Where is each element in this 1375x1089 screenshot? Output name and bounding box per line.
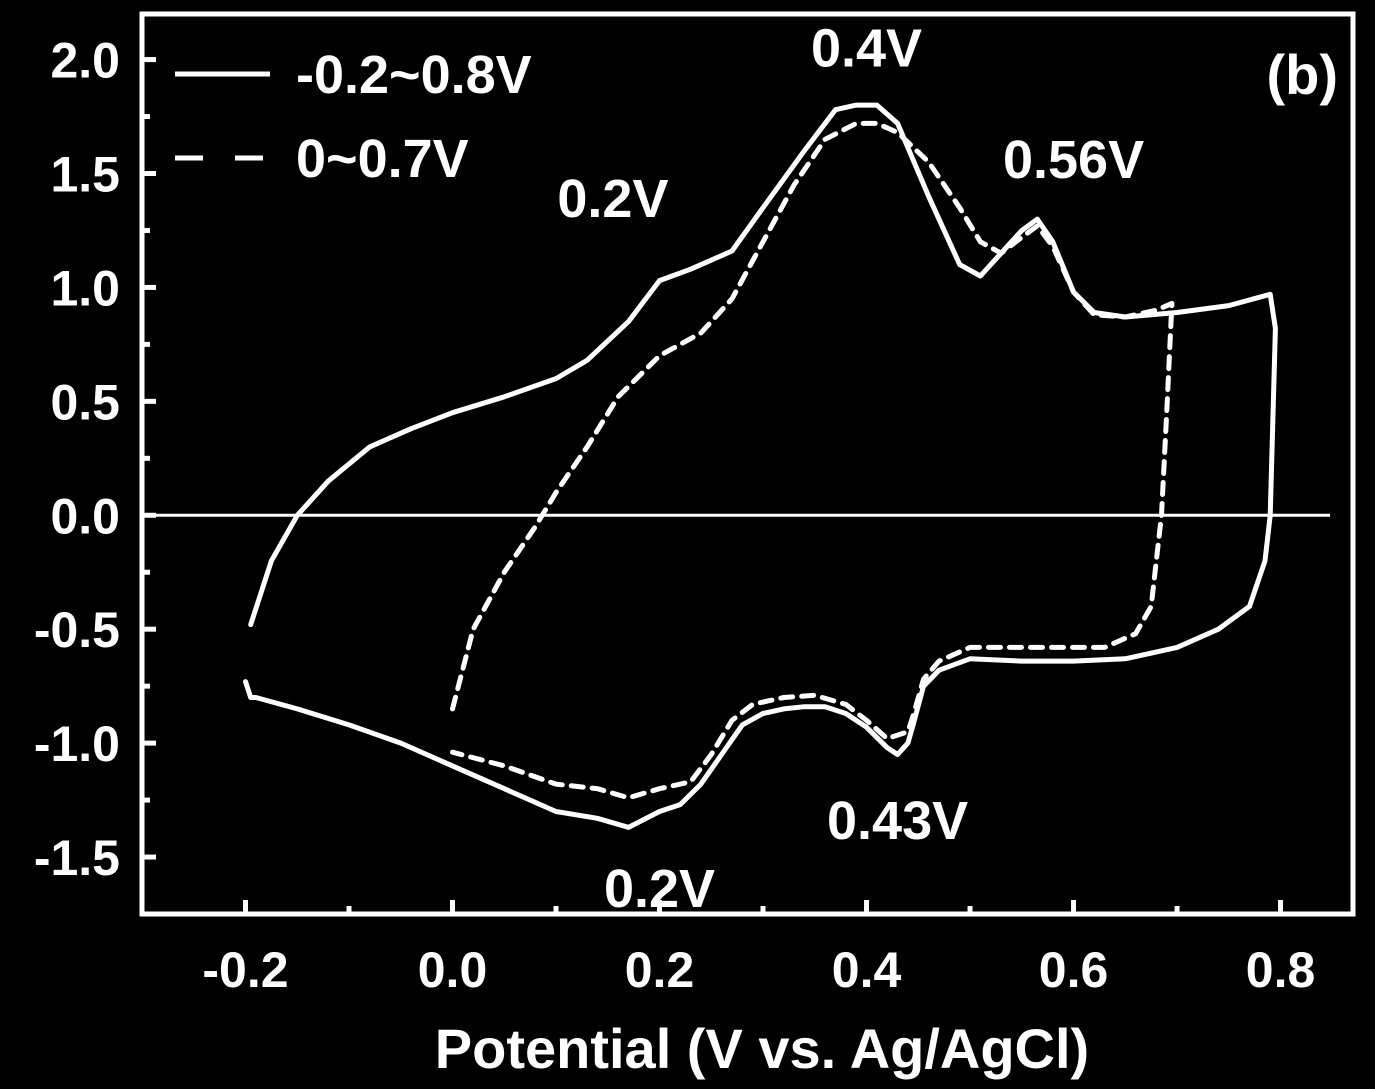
peak-label: 0.56V: [1003, 130, 1144, 190]
y-tick-label: 1.5: [50, 146, 120, 202]
x-axis-label: Potential (V vs. Ag/AgCl): [435, 1017, 1089, 1080]
legend-label: -0.2~0.8V: [296, 45, 532, 105]
x-tick-label: 0.0: [418, 942, 488, 998]
x-tick-label: 0.6: [1039, 942, 1109, 998]
annotations: 0.4V 0.2V 0.56V 0.43V 0.2V: [557, 18, 1144, 919]
legend-label: 0~0.7V: [296, 129, 469, 189]
plot-frame: [139, 11, 1356, 917]
series-line-1: [243, 102, 1278, 830]
peak-label: 0.2V: [557, 169, 668, 229]
x-tick-label: -0.2: [202, 942, 288, 998]
panel-label: (b): [1266, 43, 1338, 106]
peak-label: 0.2V: [604, 859, 715, 919]
x-tick-label: 0.2: [625, 942, 695, 998]
y-tick-label: -1.5: [34, 830, 120, 886]
x-tick-label: 0.4: [832, 942, 902, 998]
y-tick-label: -0.5: [34, 602, 120, 658]
series-line-2: [450, 120, 1175, 801]
x-tick-label: 0.8: [1246, 942, 1316, 998]
legend: -0.2~0.8V 0~0.7V: [175, 45, 532, 189]
plot-area: [243, 102, 1278, 830]
y-tick-label: 0.5: [50, 374, 120, 430]
peak-label: 0.43V: [827, 791, 968, 851]
axes: -0.2 0.0 0.2 0.4 0.6 0.8 2.0 1.5 1.0 0.5 0.0 -0.5 -1…: [34, 11, 1356, 998]
y-tick-label: 2.0: [50, 33, 120, 89]
y-tick-label: 0.0: [50, 488, 120, 544]
peak-label: 0.4V: [811, 18, 922, 78]
y-tick-label: -1.0: [34, 716, 120, 772]
y-tick-label: 1.0: [50, 260, 120, 316]
